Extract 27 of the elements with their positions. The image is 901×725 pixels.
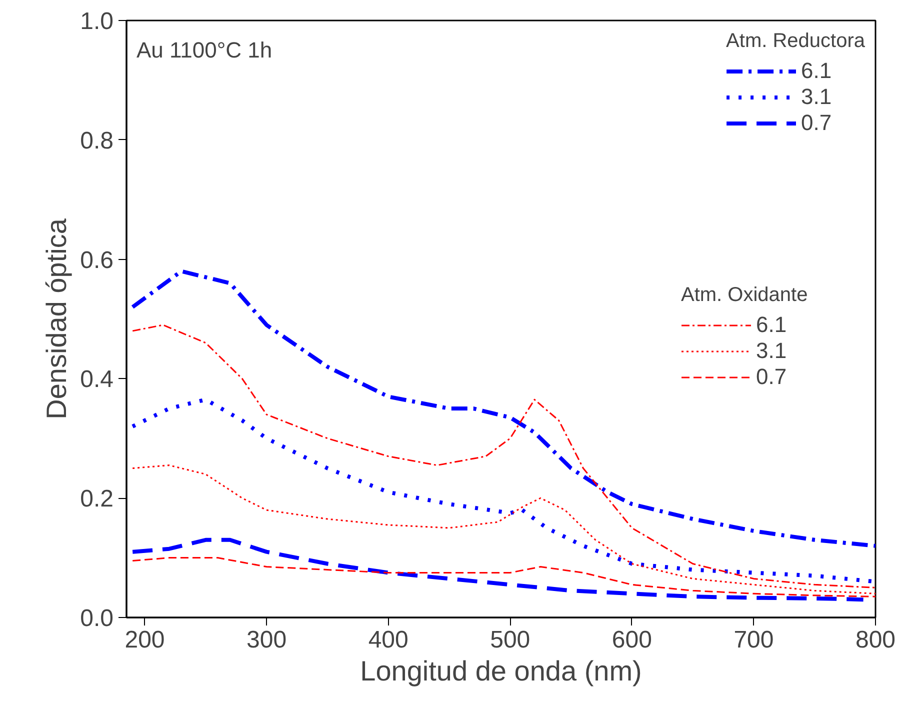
y-tick-label: 0.2 — [80, 486, 114, 513]
x-tick-label: 200 — [124, 626, 165, 654]
x-tick-label: 600 — [612, 626, 652, 654]
line-series — [132, 464, 876, 594]
legend-label: 0.7 — [756, 364, 787, 390]
legend-label: 3.1 — [756, 338, 787, 364]
line-series — [130, 538, 866, 602]
y-tick-label: 1.0 — [80, 8, 114, 35]
y-tick-label: 0.6 — [80, 246, 114, 274]
y-axis-title: Densidad óptica — [41, 218, 72, 420]
x-tick-label: 700 — [734, 626, 774, 654]
y-tick-label: 0.0 — [80, 605, 114, 632]
annotation: Atm. Oxidante — [681, 284, 808, 307]
x-tick-label: 400 — [368, 626, 408, 654]
line-series — [130, 269, 876, 548]
annotation: Au 1100°C 1h — [136, 38, 272, 62]
legend-label: 6.1 — [801, 58, 832, 84]
legend-label: 3.1 — [801, 84, 832, 110]
x-axis-title: Longitud de onda (nm) — [360, 656, 642, 686]
annotation: Atm. Reductora — [726, 30, 865, 53]
x-tick-label: 500 — [490, 626, 530, 654]
x-tick-label: 300 — [246, 626, 287, 654]
y-tick-label: 0.8 — [80, 127, 114, 154]
y-tick-label: 0.4 — [80, 366, 114, 394]
legend-label: 6.1 — [756, 312, 787, 338]
x-tick-label: 800 — [855, 626, 896, 654]
legend-label: 0.7 — [801, 110, 832, 136]
